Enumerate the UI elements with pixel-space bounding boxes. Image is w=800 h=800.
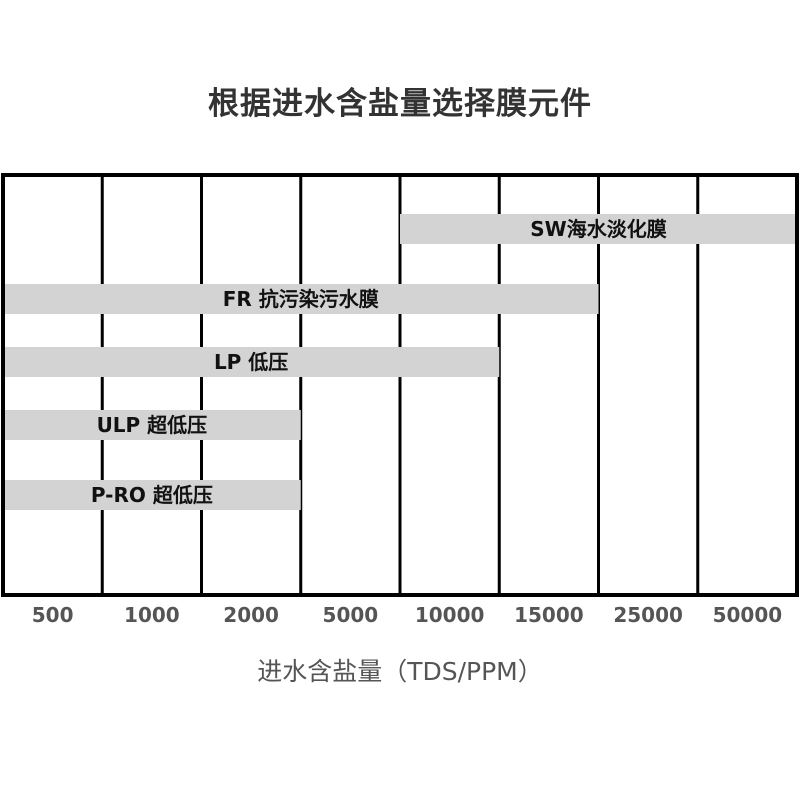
- bar: [3, 480, 301, 510]
- bar-label: LP 低压: [214, 350, 288, 374]
- x-tick-label: 50000: [713, 603, 783, 627]
- bar-label: FR 抗污染污水膜: [223, 287, 379, 311]
- chart-title: 根据进水含盐量选择膜元件: [208, 86, 592, 122]
- bar: [400, 214, 797, 244]
- x-tick-label: 15000: [514, 603, 584, 627]
- bar: [3, 284, 599, 314]
- bar: [3, 410, 301, 440]
- x-axis-label: 进水含盐量（TDS/PPM）: [257, 657, 543, 686]
- x-tick-label: 2000: [223, 603, 279, 627]
- plot-frame: [1, 173, 799, 597]
- x-tick-label: 500: [32, 603, 74, 627]
- x-tick-label: 25000: [613, 603, 683, 627]
- x-tick-label: 10000: [415, 603, 485, 627]
- bar-label: P-RO 超低压: [91, 483, 213, 507]
- x-tick-label: 5000: [323, 603, 379, 627]
- bar-label: ULP 超低压: [97, 413, 208, 437]
- bar-label: SW海水淡化膜: [530, 217, 666, 241]
- bar: [3, 347, 500, 377]
- x-tick-label: 1000: [124, 603, 180, 627]
